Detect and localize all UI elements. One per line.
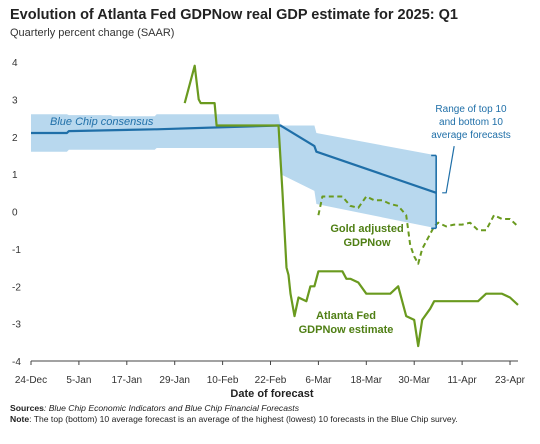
range-leader-line: [442, 145, 455, 194]
x-tick-label: 10-Feb: [207, 375, 239, 386]
x-tick-label: 23-Apr: [495, 375, 526, 386]
y-tick-label: -3: [12, 320, 21, 331]
y-tick-label: 0: [12, 208, 18, 219]
chart-subtitle: Quarterly percent change (SAAR): [10, 27, 175, 39]
x-tick-label: 5-Jan: [66, 375, 91, 386]
x-tick-label: 18-Mar: [350, 375, 382, 386]
range-annotation-label: average forecasts: [431, 130, 511, 141]
y-tick-label: -4: [12, 357, 21, 368]
y-tick-label: 2: [12, 133, 18, 144]
note-text-block: Note: The top (bottom) 10 average foreca…: [10, 414, 530, 425]
gold-adjusted-gdpnow-line: [317, 195, 519, 265]
gdpnow-estimate-label: Atlanta Fed: [316, 310, 376, 322]
note-text: : The top (bottom) 10 average forecast i…: [29, 413, 458, 424]
x-tick-label: 11-Apr: [447, 375, 477, 386]
chart-title: Evolution of Atlanta Fed GDPNow real GDP…: [10, 7, 458, 23]
gold-adjusted-gdpnow-label: Gold adjusted: [330, 223, 403, 235]
x-tick-label: 24-Dec: [15, 375, 47, 386]
blue-chip-consensus-line: [31, 124, 437, 194]
chart-footer: Sources: Blue Chip Economic Indicators a…: [10, 403, 530, 424]
range-annotation-label: Range of top 10: [435, 104, 507, 115]
gdpnow-estimate-line: [183, 64, 519, 348]
sources-note: Sources: Blue Chip Economic Indicators a…: [10, 403, 530, 414]
range-annotation-label: and bottom 10: [439, 117, 503, 128]
x-tick-label: 29-Jan: [159, 375, 190, 386]
y-tick-label: 3: [12, 95, 18, 106]
blue-chip-consensus-label: Blue Chip consensus: [50, 116, 154, 128]
y-tick-label: 1: [12, 170, 18, 181]
x-tick-label: 22-Feb: [255, 375, 287, 386]
gold-adjusted-gdpnow-label: GDPNow: [343, 237, 391, 249]
y-tick-label: -1: [12, 245, 21, 256]
x-tick-label: 30-Mar: [398, 375, 430, 386]
range-band: [31, 114, 437, 229]
x-tick-label: 17-Jan: [112, 375, 143, 386]
sources-label: Sources: [10, 403, 44, 413]
note-label: Note: [10, 413, 30, 424]
x-tick-label: 6-Mar: [305, 375, 332, 386]
sources-text: : Blue Chip Economic Indicators and Blue…: [43, 403, 299, 413]
y-tick-label: 4: [12, 58, 18, 69]
y-tick-label: -2: [12, 282, 21, 293]
gdpnow-estimate-label: GDPNow estimate: [299, 324, 394, 336]
x-axis-label: Date of forecast: [230, 388, 313, 400]
